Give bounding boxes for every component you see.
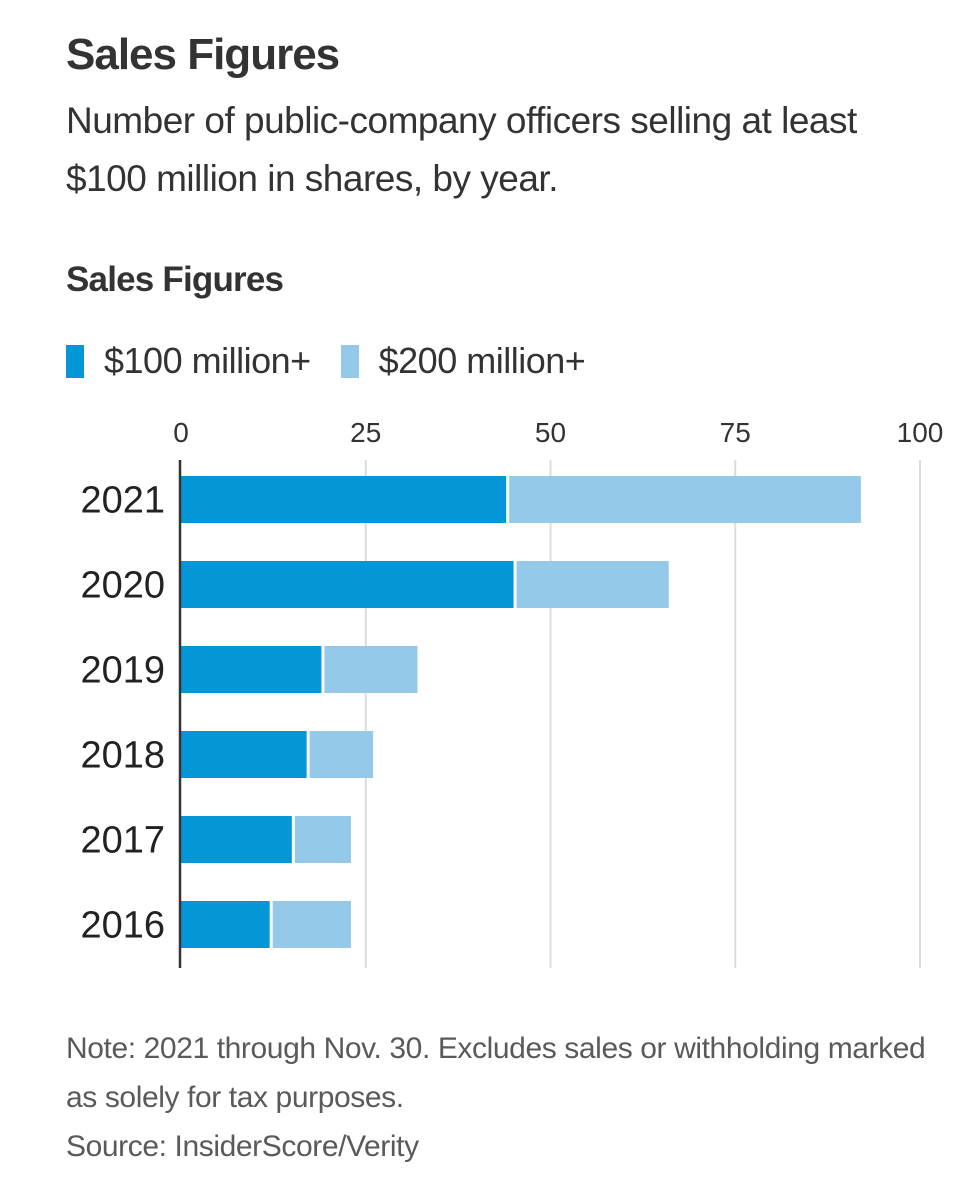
source-text: Source: InsiderScore/Verity [66, 1130, 419, 1163]
chart-title: Sales Figures [66, 260, 284, 299]
bar-2016-100m [181, 901, 270, 948]
y-tick-label: 2021 [80, 480, 165, 522]
bar-2017-200m [294, 816, 351, 863]
legend-item-200m: $200 million+ [340, 340, 586, 382]
x-tick-label: 75 [720, 417, 751, 448]
bar-chart: 0 25 50 75 100 2021 2020 2019 2018 2017 2016 [80, 417, 943, 968]
legend-swatch-100m [66, 344, 84, 378]
bar-2021-100m [181, 476, 507, 523]
footnotes: Note: 2021 through Nov. 30. Excludes sal… [66, 1024, 926, 1171]
bar-2019-200m [324, 646, 418, 693]
x-tick-label: 100 [897, 417, 944, 448]
legend-label-100m: $100 million+ [104, 340, 311, 381]
x-tick-label: 25 [350, 417, 381, 448]
bar-2020-100m [181, 561, 514, 608]
y-tick-label: 2016 [80, 905, 165, 947]
bar-2019-100m [181, 646, 322, 693]
bar-2021-200m [509, 476, 861, 523]
y-tick-label: 2017 [80, 820, 165, 862]
legend-item-100m: $100 million+ [66, 340, 311, 382]
bar-2018-200m [309, 731, 374, 778]
bars [181, 476, 861, 948]
note-text: Note: 2021 through Nov. 30. Excludes sal… [66, 1032, 926, 1114]
bar-2017-100m [181, 816, 292, 863]
subtitle: Number of public-company officers sellin… [66, 100, 857, 199]
y-tick-label: 2019 [80, 650, 165, 692]
bar-2016-200m [272, 901, 351, 948]
y-tick-label: 2018 [80, 735, 165, 777]
legend: $100 million+ $200 million+ [66, 340, 615, 382]
y-axis-labels: 2021 2020 2019 2018 2017 2016 [80, 480, 165, 947]
bar-2018-100m [181, 731, 307, 778]
gridlines [364, 460, 921, 968]
x-tick-label: 50 [535, 417, 566, 448]
legend-label-200m: $200 million+ [378, 340, 586, 381]
headline: Sales Figures [66, 30, 340, 79]
legend-swatch-200m [340, 344, 359, 378]
x-tick-label: 0 [173, 417, 189, 448]
bar-2020-200m [516, 561, 669, 608]
x-axis-ticks: 0 25 50 75 100 [173, 417, 943, 448]
y-tick-label: 2020 [80, 565, 165, 607]
